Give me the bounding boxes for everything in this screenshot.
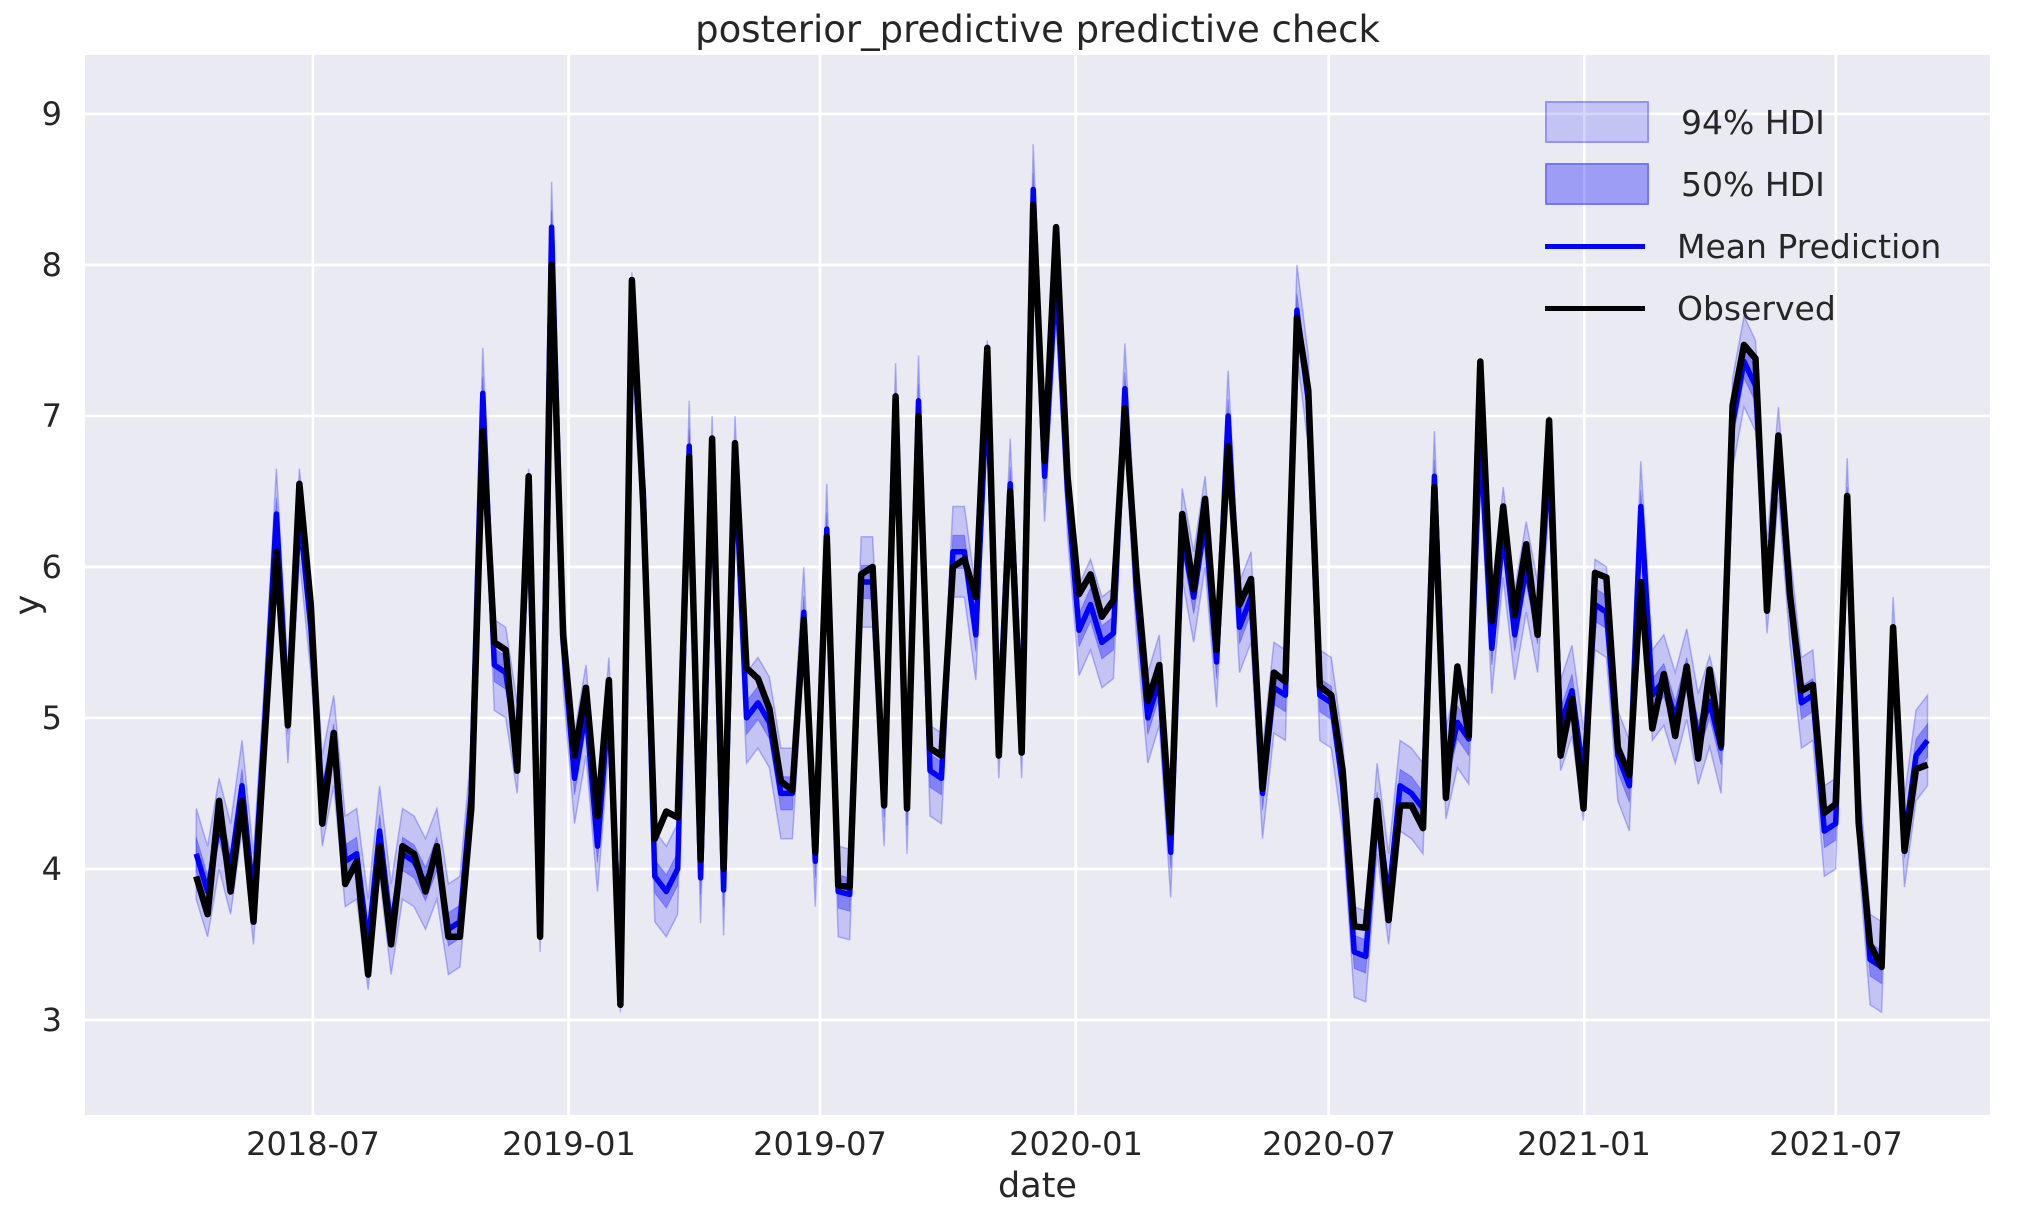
mean-prediction-line-swatch: [1545, 243, 1645, 249]
legend: 94% HDI 50% HDI Mean Prediction Observed: [1545, 98, 1941, 332]
y-tick-8: 8: [41, 246, 62, 284]
legend-item-50-hdi: 50% HDI: [1545, 160, 1941, 208]
legend-label-observed: Observed: [1677, 288, 1836, 328]
x-tick-2019-07: 2019-07: [753, 1125, 887, 1163]
legend-item-mean-prediction: Mean Prediction: [1545, 222, 1941, 270]
y-tick-5: 5: [41, 699, 62, 737]
y-tick-7: 7: [41, 397, 62, 435]
chart-canvas: [85, 55, 1990, 1115]
x-axis-label: date: [998, 1166, 1077, 1206]
x-tick-2021-01: 2021-01: [1517, 1125, 1651, 1163]
y-axis-label: y: [8, 594, 48, 616]
y-tick-3: 3: [41, 1001, 62, 1039]
x-tick-2021-07: 2021-07: [1769, 1125, 1903, 1163]
legend-label-94-hdi: 94% HDI: [1681, 102, 1825, 142]
y-tick-6: 6: [41, 548, 62, 586]
legend-label-50-hdi: 50% HDI: [1681, 164, 1825, 204]
hdi-94-swatch: [1545, 101, 1649, 143]
plot-area: [85, 55, 1990, 1115]
observed-line: [193, 201, 1929, 1009]
observed-line-swatch: [1545, 305, 1645, 311]
y-tick-9: 9: [41, 95, 62, 133]
legend-item-observed: Observed: [1545, 284, 1941, 332]
legend-item-94-hdi: 94% HDI: [1545, 98, 1941, 146]
legend-label-mean-prediction: Mean Prediction: [1677, 226, 1942, 266]
hdi-50-swatch: [1545, 163, 1649, 205]
x-tick-2019-01: 2019-01: [502, 1125, 636, 1163]
chart-title: posterior_predictive predictive check: [695, 8, 1380, 51]
y-tick-4: 4: [41, 850, 62, 888]
x-tick-2018-07: 2018-07: [246, 1125, 380, 1163]
x-tick-2020-01: 2020-01: [1009, 1125, 1143, 1163]
x-tick-2020-07: 2020-07: [1262, 1125, 1396, 1163]
